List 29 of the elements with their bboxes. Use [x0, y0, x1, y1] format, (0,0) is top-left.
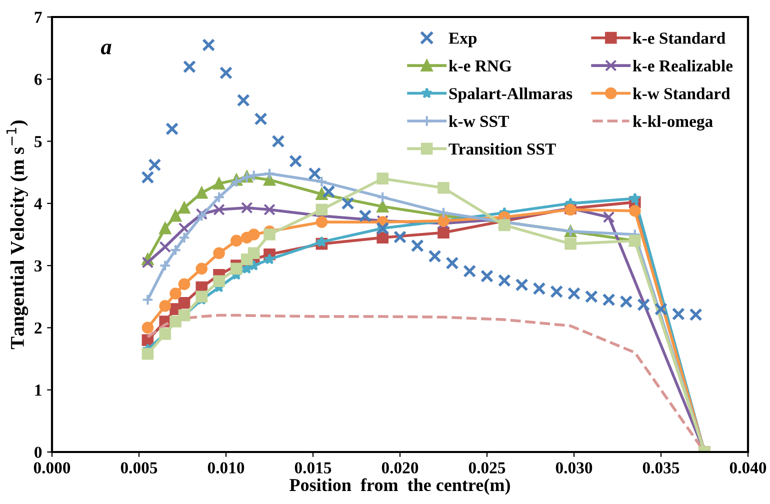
y-tick-label: 1 [35, 384, 42, 396]
y-tick-label: 2 [34, 322, 42, 334]
x-tick-label: 0.010 [208, 462, 244, 474]
x-axis-title: Position from the centre(m) [290, 478, 510, 495]
y-tick-label: 4 [34, 198, 42, 210]
y-tick-label: 6 [34, 74, 42, 86]
y-tick-label: 7 [34, 12, 42, 23]
x-tick-label: 0.005 [120, 462, 158, 474]
legend-label: k-kl-omega [632, 115, 713, 130]
x-tick-label: 0.030 [556, 462, 592, 474]
legend-label: k-w Standard [632, 88, 730, 100]
legend-label: k-e Standard [632, 32, 726, 44]
x-tick-label: 0.035 [642, 462, 680, 474]
y-tick-label: 0 [34, 446, 42, 458]
y-axis-title: Tangential Velocity (m s$^{−1}$) [6, 120, 28, 350]
y-tick-label: 5 [34, 136, 42, 148]
legend-label: Spalart-Allmaras [449, 88, 572, 103]
x-tick-label: 0.020 [382, 462, 418, 474]
x-tick-label: 0.040 [730, 462, 766, 474]
y-tick-label: 3 [34, 260, 42, 272]
legend-label: k-e Realizable [632, 60, 733, 72]
legend-label: Exp [448, 32, 477, 48]
x-tick-label: 0.000 [34, 462, 70, 474]
legend-label: k-w SST [448, 115, 509, 127]
x-tick-label: 0.015 [294, 462, 332, 474]
annotation: a [100, 44, 112, 54]
legend-label: Transition SST [448, 142, 556, 155]
legend-label: k-e RNG [448, 60, 512, 72]
x-tick-label: 0.025 [468, 462, 506, 474]
